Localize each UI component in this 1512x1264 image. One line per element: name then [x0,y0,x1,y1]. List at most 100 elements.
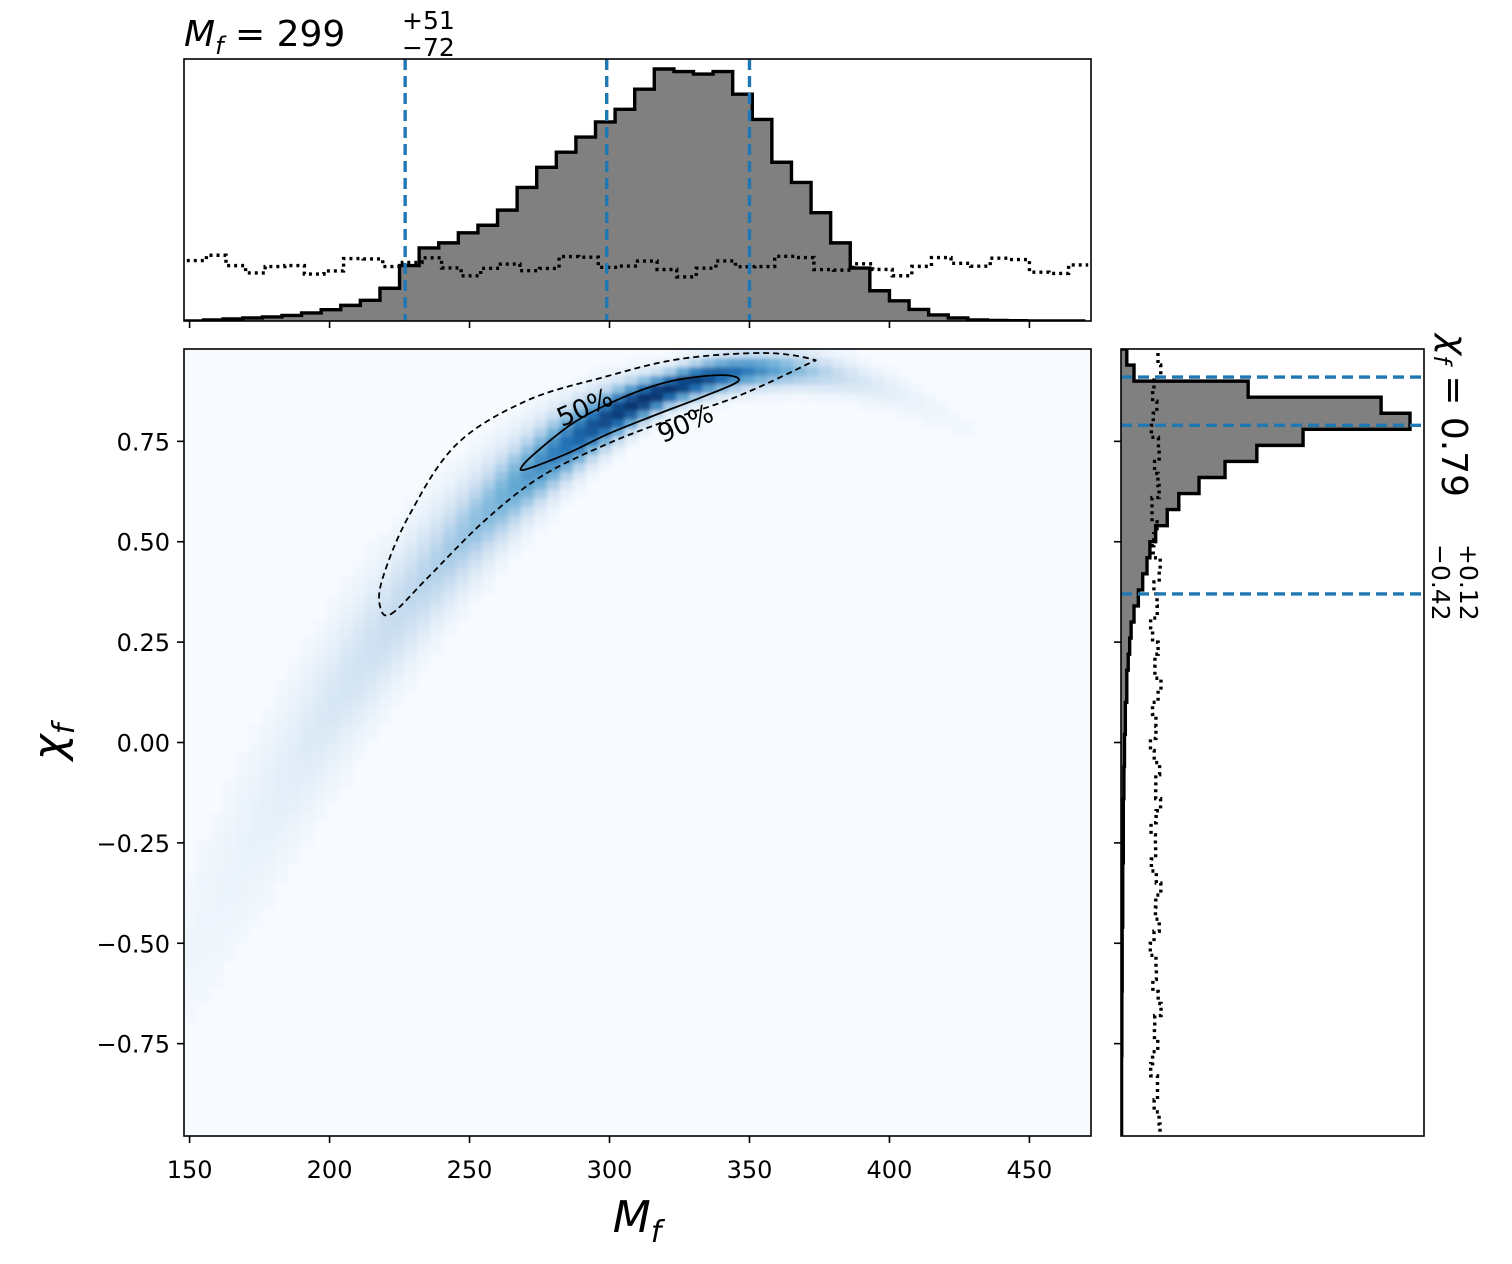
heatmap-cell [469,593,483,604]
heatmap-cell [572,418,587,429]
heatmap-cell [184,882,198,892]
heatmap-cell [209,978,224,988]
heatmap-cell [391,637,405,647]
heatmap-cell [339,628,354,639]
heatmap-cell [637,427,652,438]
heatmap-cell [443,480,457,490]
heatmap-cell [184,917,198,927]
heatmap-cell [728,383,742,394]
joint-panel: 50% 90% 150 200 250 300 350 400 450 0.75 0.50 0.25… [24,348,1092,1250]
heatmap-cell [184,1013,198,1023]
heatmap-cell [456,471,470,481]
heatmap-cell [676,392,690,403]
heatmap-cell [520,532,535,542]
heatmap-cell [235,821,250,831]
heatmap-cell [494,541,509,551]
heatmap-cell [339,725,354,735]
heatmap-cell [430,515,444,525]
heatmap-cell [818,383,833,394]
heatmap-cell [222,847,237,857]
heatmap-cell [222,908,237,918]
heatmap-cell [378,541,392,551]
heatmap-cell [767,357,781,368]
heatmap-cell [533,410,548,420]
heatmap-cell [494,471,509,481]
heatmap-cell [365,725,379,735]
heatmap-cell [235,786,250,796]
heatmap-cell [391,655,405,665]
heatmap-cell [443,585,457,595]
heatmap-cell [741,366,755,376]
y-axis-label: χf [24,719,82,762]
heatmap-cell [313,620,328,630]
heatmap-cell [520,427,535,438]
heatmap-cell [728,375,742,385]
heatmap-cell [494,418,509,429]
heatmap-cell [443,558,457,569]
top-marginal-frame [183,58,1092,322]
heatmap-cell [482,497,496,507]
heatmap-cell [339,681,354,691]
heatmap-cell [598,453,613,464]
heatmap-cell [287,725,302,735]
heatmap-cell [676,375,690,385]
heatmap-cell [482,515,496,525]
heatmap-cell [209,961,224,971]
heatmap-cell [533,418,548,429]
heatmap-cell [805,366,820,376]
heatmap-cell [443,488,457,499]
heatmap-cell [313,655,328,665]
heatmap-cell [598,366,613,376]
heatmap-cell [572,453,587,464]
heatmap-cell [507,515,522,525]
heatmap-cell [844,383,859,394]
heatmap-cell [909,392,924,403]
heatmap-cell [456,523,470,534]
heatmap-cell [546,462,561,473]
heatmap-cell [261,882,276,892]
heatmap-cell [326,751,341,761]
heatmap-cell [300,812,315,822]
heatmap-cell [365,655,379,665]
heatmap-cell [572,436,587,446]
heatmap-cell [417,593,431,604]
heatmap-cell [741,392,755,403]
heatmap-cell [326,637,341,647]
heatmap-cell [546,506,561,516]
heatmap-cell [754,392,768,403]
heatmap-cell [196,978,211,988]
heatmap-cell [261,891,276,901]
heatmap-cell [430,497,444,507]
heatmap-cell [533,488,548,499]
heatmap-cell [624,375,639,385]
heatmap-cell [378,558,392,569]
heatmap-cell [585,366,600,376]
heatmap-cell [196,847,211,857]
heatmap-cell [196,838,211,849]
heatmap-cell [352,751,366,761]
heatmap-cell [235,856,250,866]
heatmap-cell [624,392,639,403]
heatmap-cell [456,506,470,516]
heatmap-cell [365,550,379,560]
heatmap-cell [598,462,613,473]
heatmap-cell [287,690,302,700]
heatmap-cell [430,602,444,612]
heatmap-cell [365,698,379,709]
heatmap-cell [274,864,289,875]
heatmap-cell [818,392,833,403]
heatmap-cell [222,899,237,910]
heatmap-cell [184,969,198,980]
heatmap-cell [378,585,392,595]
heatmap-cell [611,453,626,464]
heatmap-cell [520,445,535,455]
heatmap-cell [378,655,392,665]
heatmap-cell [456,567,470,577]
heatmap-cell [754,357,768,368]
heatmap-cell [728,366,742,376]
heatmap-cell [248,768,263,779]
heatmap-cell [792,349,807,359]
heatmap-cell [456,541,470,551]
heatmap-cell [326,707,341,717]
heatmap-cell [222,864,237,875]
